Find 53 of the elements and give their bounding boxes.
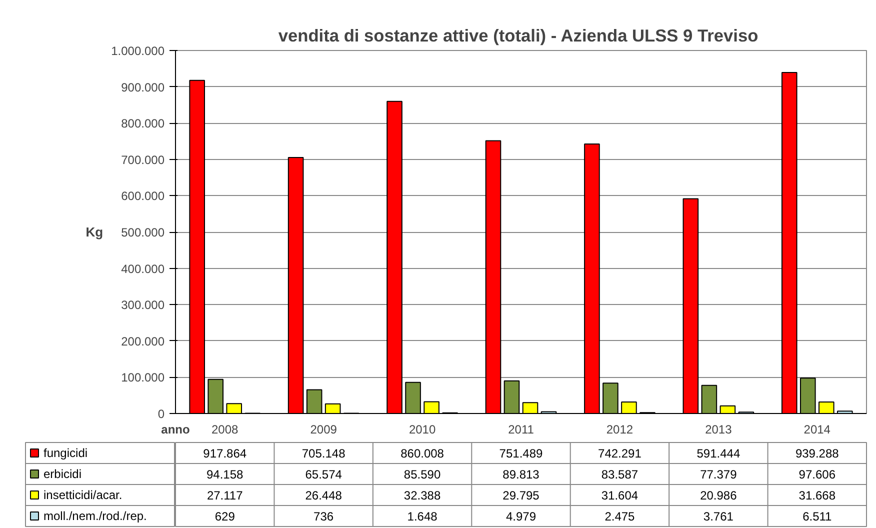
- data-label: 27.117: [206, 488, 244, 502]
- data-label: 742.291: [598, 446, 642, 460]
- y-tick-label: 200.000: [121, 334, 165, 348]
- legend-label: moll./nem./rod./rep.: [44, 509, 147, 523]
- data-label: 85.590: [404, 468, 441, 482]
- y-tick-label: 900.000: [121, 80, 165, 94]
- legend-label: erbicidi: [44, 467, 82, 481]
- x-tick-label: 2011: [508, 422, 534, 436]
- y-tick-label: 600.000: [121, 189, 165, 204]
- data-label: 4.979: [506, 510, 536, 524]
- y-tick-label: 1.000.000: [111, 44, 165, 58]
- legend-label: insetticidi/acar.: [44, 488, 122, 502]
- x-axis-title: anno: [161, 422, 190, 436]
- data-label: 629: [214, 510, 236, 524]
- y-tick-label: 100.000: [121, 370, 165, 385]
- y-tick-label: 0: [158, 407, 165, 421]
- data-label: 65.574: [305, 468, 342, 482]
- data-label: 20.986: [700, 488, 738, 502]
- y-tick-label: 700.000: [121, 152, 165, 167]
- y-tick-label: 800.000: [121, 116, 165, 131]
- x-tick-label: 2012: [606, 422, 634, 436]
- data-label: 31.668: [798, 488, 836, 502]
- legend-label: fungicidi: [44, 446, 88, 460]
- data-label: 32.388: [404, 488, 441, 502]
- x-tick-label: 2009: [310, 422, 338, 436]
- data-label: 3.761: [703, 510, 734, 524]
- y-axis-title: Kg: [86, 224, 104, 240]
- data-label: 1.648: [407, 510, 438, 524]
- chart-title: vendita di sostanze attive (totali) - Azienda ULSS 9 Treviso: [278, 26, 758, 46]
- data-label: 83.587: [601, 468, 638, 482]
- x-tick-label: 2014: [804, 422, 831, 436]
- x-tick-label: 2010: [408, 422, 436, 436]
- data-label: 736: [314, 510, 334, 524]
- data-label: 29.795: [502, 488, 540, 502]
- data-label: 939.288: [795, 446, 840, 460]
- data-label: 2.475: [604, 510, 636, 524]
- data-label: 917.864: [203, 446, 247, 460]
- data-label: 6.511: [802, 510, 832, 524]
- data-label: 860.008: [400, 446, 444, 460]
- data-label: 89.813: [502, 468, 540, 482]
- y-tick-label: 400.000: [121, 262, 165, 276]
- y-tick-label: 300.000: [121, 298, 165, 312]
- x-tick-label: 2013: [705, 422, 732, 436]
- data-label: 705.148: [302, 446, 346, 460]
- y-tick-label: 500.000: [121, 226, 165, 240]
- data-label: 591.444: [696, 446, 740, 460]
- data-label: 751.489: [499, 446, 544, 460]
- data-label: 77.379: [700, 468, 738, 482]
- data-label: 31.604: [601, 488, 638, 502]
- data-label: 97.606: [798, 468, 836, 482]
- data-label: 94.158: [206, 468, 244, 482]
- data-label: 26.448: [305, 488, 342, 502]
- x-tick-label: 2008: [212, 422, 239, 436]
